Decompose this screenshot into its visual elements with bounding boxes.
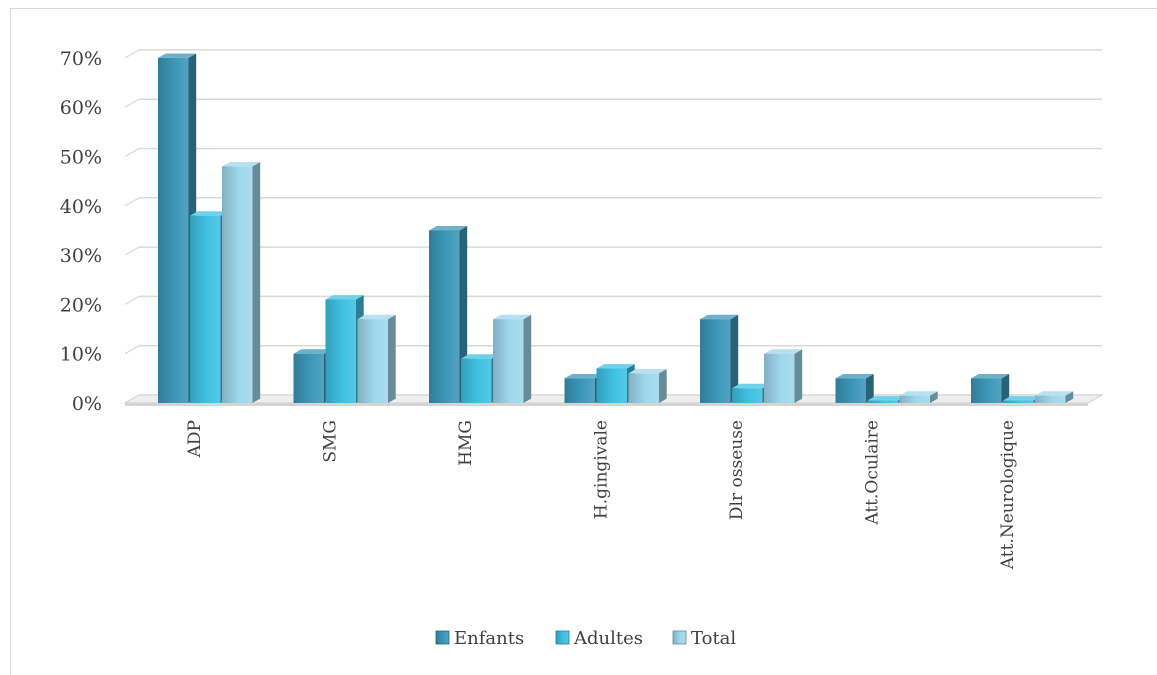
x-tick-label: Dlr osseuse <box>727 420 747 520</box>
bar <box>1035 391 1074 403</box>
y-axis-ticks: 0% 10% 20% 30% 40% 50% 60% 70% <box>60 48 102 415</box>
bar <box>835 373 874 403</box>
gridline-depth <box>124 147 140 158</box>
bar <box>764 349 803 403</box>
y-tick-label: 50% <box>60 147 102 169</box>
x-tick-label: SMG <box>321 420 341 463</box>
bar <box>357 314 396 403</box>
x-tick-label: HMG <box>456 420 476 466</box>
legend-label: Adultes <box>573 628 643 649</box>
gridline-depth <box>124 345 140 355</box>
x-axis-labels: ADP SMG HMG H.gingivale Dlr osseuse Att.Ocula… <box>185 420 1018 570</box>
legend-swatch <box>435 630 450 645</box>
y-tick-label: 10% <box>60 344 102 366</box>
legend-label: Total <box>691 628 736 649</box>
gridline-depth <box>124 98 140 108</box>
bar <box>899 391 938 403</box>
bar <box>493 314 532 403</box>
bar <box>596 364 635 403</box>
x-tick-label: H.gingivale <box>592 420 612 519</box>
y-tick-label: 70% <box>60 48 102 70</box>
y-tick-label: 30% <box>60 245 102 267</box>
legend: Enfants Adultes Total <box>435 628 736 649</box>
gridlines <box>124 49 1102 404</box>
legend-swatch <box>555 630 570 645</box>
y-tick-label: 60% <box>60 97 102 119</box>
x-tick-label: Att.Oculaire <box>863 420 883 526</box>
x-tick-label: Att.Neurologique <box>998 420 1018 570</box>
bar <box>628 369 667 403</box>
bar <box>222 161 261 403</box>
gridline-depth <box>124 197 140 207</box>
bar <box>971 373 1010 403</box>
gridline-depth <box>124 49 140 59</box>
bars <box>158 53 1074 404</box>
legend-swatch <box>672 630 687 645</box>
y-tick-label: 0% <box>72 393 102 415</box>
floor-edge <box>125 403 1088 406</box>
y-tick-label: 20% <box>60 294 102 316</box>
legend-label: Enfants <box>454 628 524 649</box>
gridline-depth <box>124 295 140 305</box>
x-tick-label: ADP <box>185 420 205 458</box>
y-tick-label: 40% <box>60 196 102 218</box>
bar <box>700 314 739 403</box>
gridline-depth <box>124 246 140 256</box>
